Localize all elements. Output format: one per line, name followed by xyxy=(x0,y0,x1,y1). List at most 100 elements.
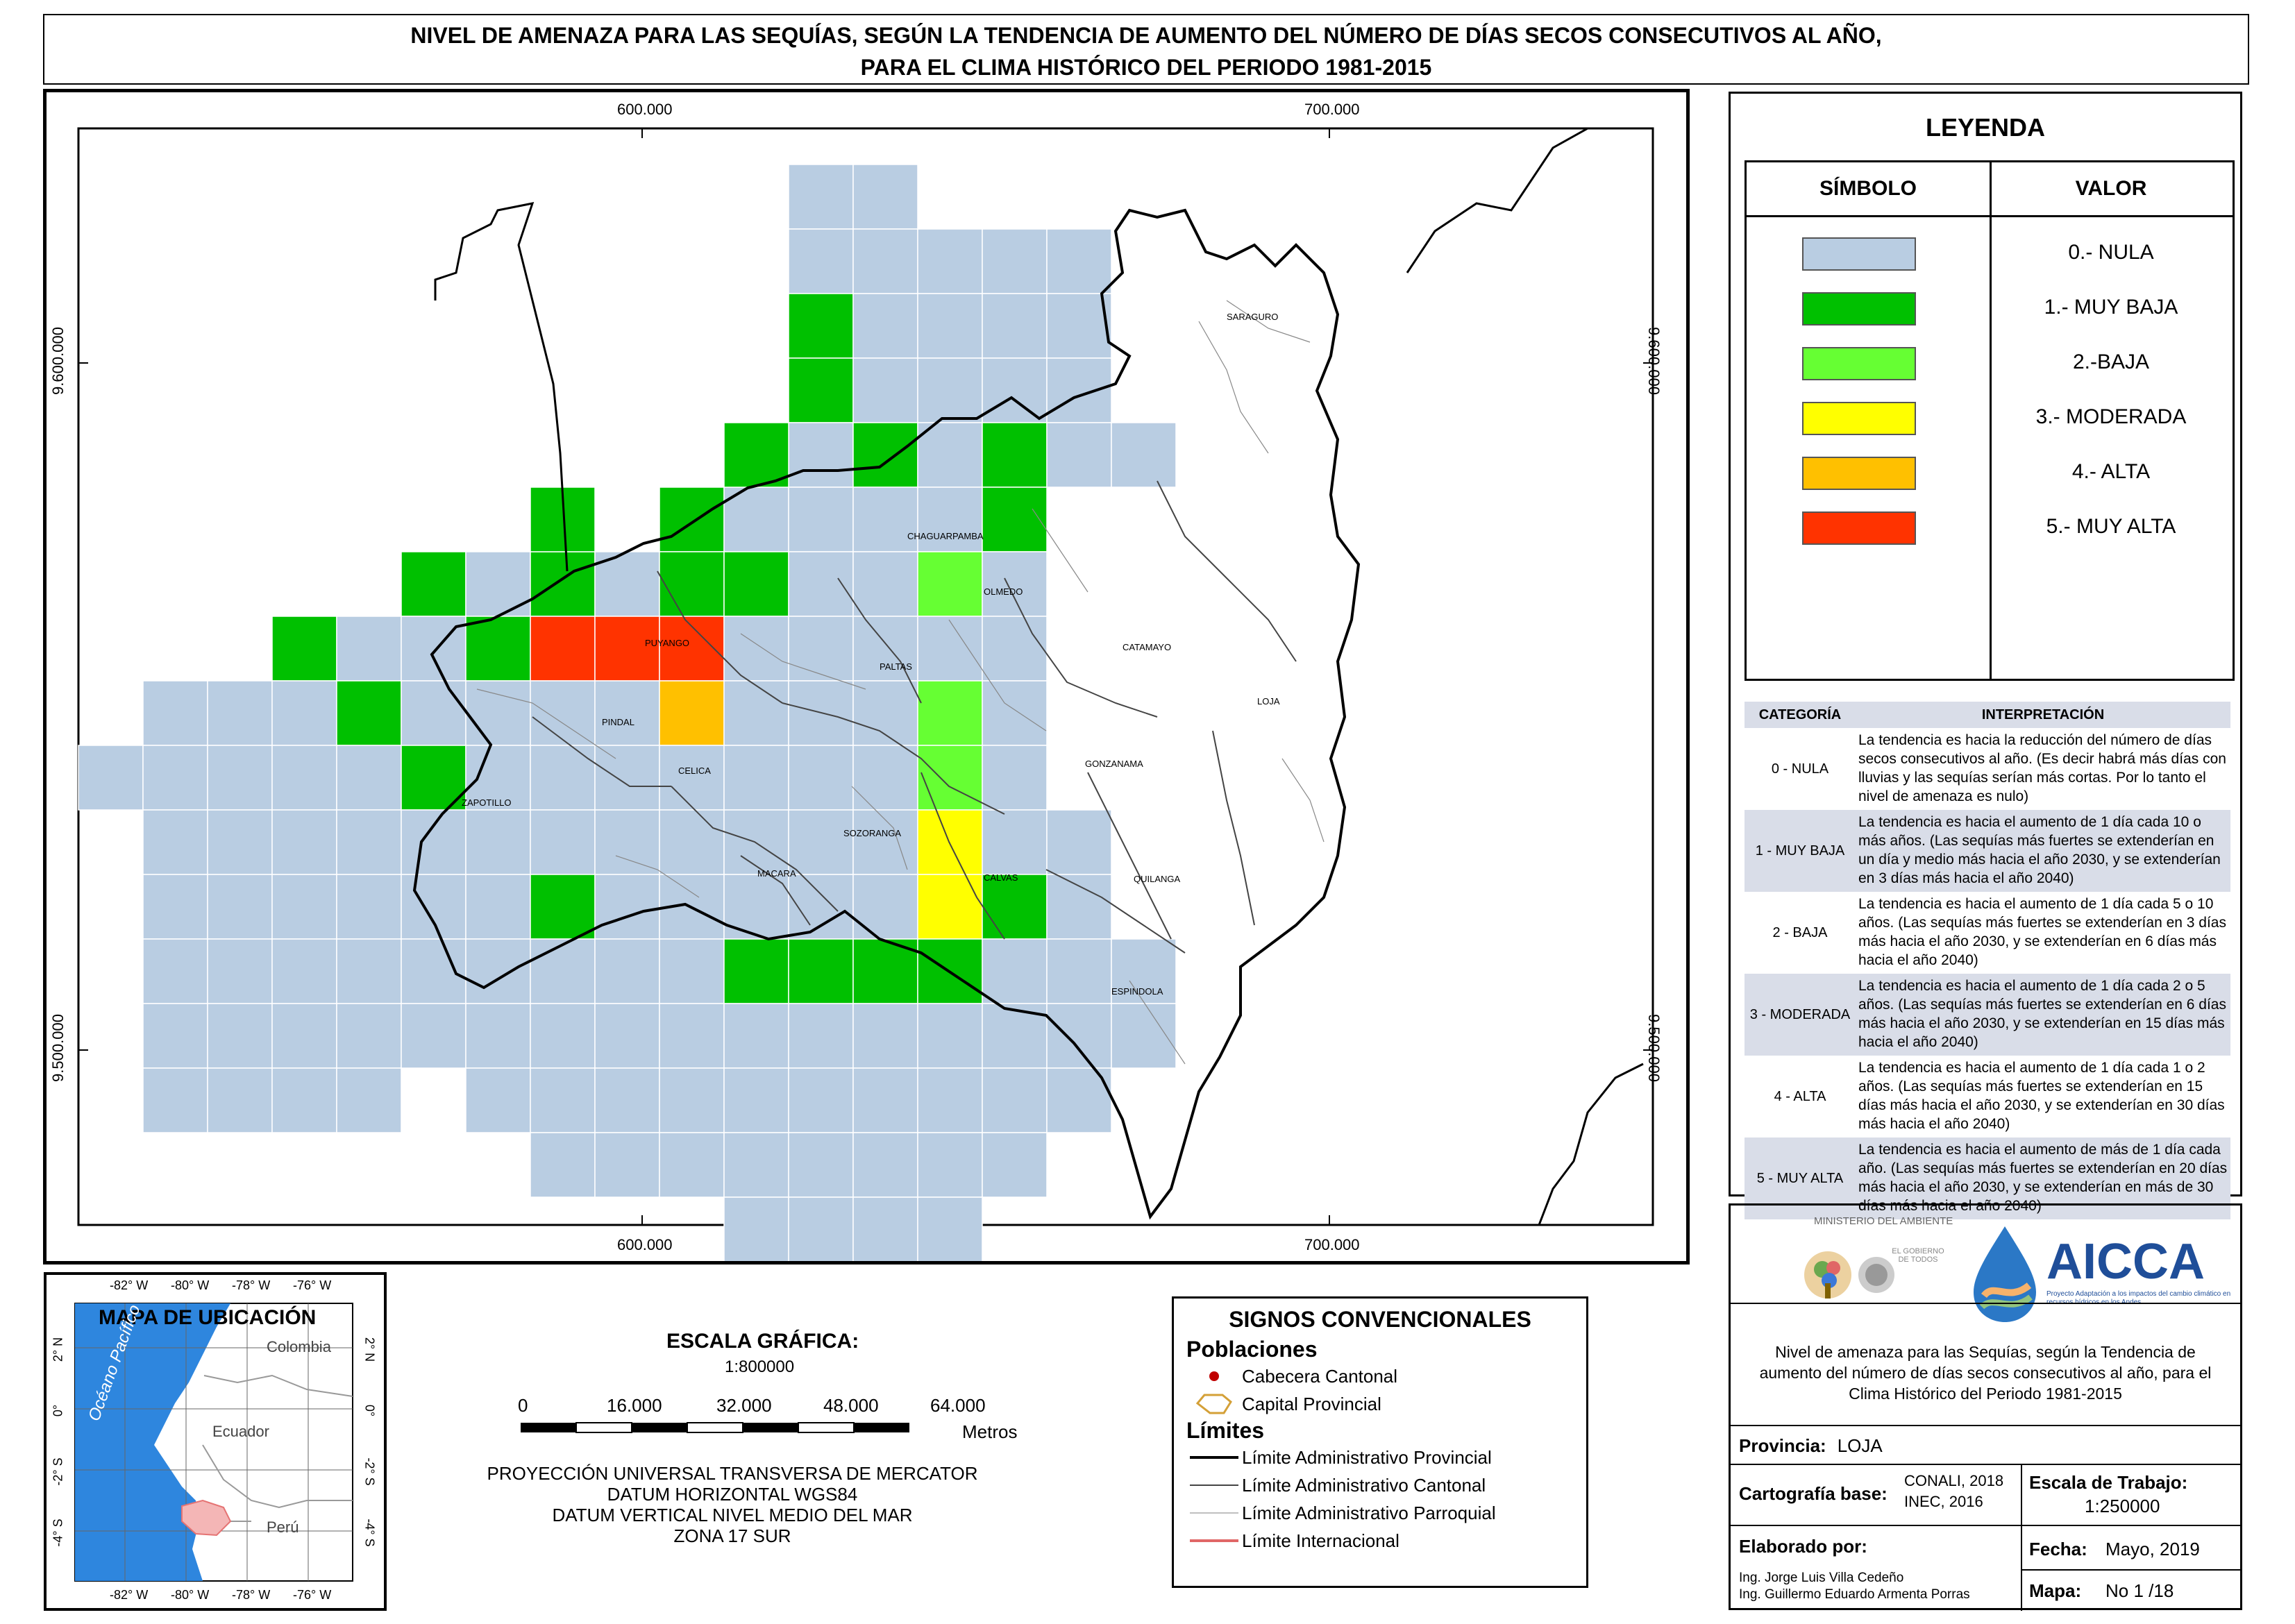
grid-cell-nula xyxy=(982,293,1048,359)
international-boundary-north xyxy=(434,202,569,572)
threat-grid xyxy=(78,164,1177,1261)
cartografia-row: Cartografía base: CONALI, 2018 INEC, 201… xyxy=(1731,1464,2240,1611)
scale-tick-label: 48.000 xyxy=(823,1395,879,1416)
loc-lat-label-left: 0° xyxy=(51,1404,65,1417)
grid-cell-nula xyxy=(142,874,208,940)
loc-lon-label-bottom: -76° W xyxy=(293,1588,332,1602)
grid-cell-nula xyxy=(1046,1003,1112,1069)
grid-cell-muy-baja xyxy=(723,422,789,488)
grid-cell-nula xyxy=(1046,422,1112,488)
grid-cell-nula xyxy=(788,1067,854,1133)
coord-right-9600000: 9.600.000 xyxy=(1645,327,1663,395)
grid-cell-muy-baja xyxy=(982,874,1048,940)
grid-cell-nula xyxy=(982,616,1048,682)
mapa-label: Mapa: xyxy=(2029,1580,2082,1601)
country-peru: Perú xyxy=(267,1519,299,1536)
scale-bar xyxy=(521,1422,909,1433)
grid-cell-muy-alta xyxy=(594,616,660,682)
location-map-svg xyxy=(44,1272,387,1611)
grid-cell-nula xyxy=(1046,1067,1112,1133)
grid-cell-muy-baja xyxy=(788,938,854,1004)
grid-cell-nula xyxy=(659,938,725,1004)
cabecera-label: Cabecera Cantonal xyxy=(1242,1365,1398,1387)
grid-cell-nula xyxy=(788,1003,854,1069)
interp-text: La tendencia es hacia el aumento de más … xyxy=(1858,1142,2228,1214)
grid-cell-nula xyxy=(142,809,208,875)
grid-cell-nula xyxy=(982,809,1048,875)
legend-swatch xyxy=(1802,457,1916,490)
legend-value: 1.- MUY BAJA xyxy=(2044,295,2178,319)
legend-value: 2.-BAJA xyxy=(2072,350,2150,373)
interp-txt-header: INTERPRETACIÓN xyxy=(1981,707,2105,722)
signos-title: SIGNOS CONVENCIONALES xyxy=(1229,1307,1531,1332)
town-label-puyango: PUYANGO xyxy=(645,638,690,648)
grid-cell-muy-baja xyxy=(852,422,918,488)
scale-unit: Metros xyxy=(962,1421,1018,1442)
grid-cell-nula xyxy=(530,809,596,875)
grid-cell-nula xyxy=(788,487,854,552)
grid-cell-nula xyxy=(852,293,918,359)
grid-cell-nula xyxy=(659,809,725,875)
grid-cell-nula xyxy=(852,1196,918,1261)
town-label-gonzanama: GONZANAMA xyxy=(1085,759,1143,769)
legend-title: LEYENDA xyxy=(1925,113,2046,142)
country-ecuador: Ecuador xyxy=(212,1423,269,1440)
scale-tick-label: 16.000 xyxy=(607,1395,662,1416)
grid-cell-nula xyxy=(271,1003,337,1069)
scale-tick-label: 0 xyxy=(518,1395,528,1416)
grid-cell-muy-baja xyxy=(982,487,1048,552)
grid-cell-nula xyxy=(336,874,402,940)
town-label-zapotillo: ZAPOTILLO xyxy=(462,797,512,808)
grid-cell-nula xyxy=(594,809,660,875)
coord-bottom-700000: 700.000 xyxy=(1304,1236,1360,1253)
interp-row: 4 - ALTA La tendencia es hacia el aumento… xyxy=(1745,1056,2230,1137)
projection-info: PROYECCIÓN UNIVERSAL TRANSVERSA DE MERCA… xyxy=(486,1463,979,1546)
interp-row: 3 - MODERADA La tendencia es hacia el aum… xyxy=(1745,974,2230,1056)
town-label-catamayo: CATAMAYO xyxy=(1123,642,1172,652)
grid-cell-nula xyxy=(982,228,1048,294)
grid-cell-nula xyxy=(207,1067,273,1133)
loc-lon-label-top: -78° W xyxy=(232,1278,271,1292)
legend-row: 0.- NULA xyxy=(1747,225,2233,280)
location-map: MAPA DE UBICACIÓN Colombia Ecuador Perú … xyxy=(43,1271,387,1612)
grid-cell-moderada xyxy=(917,809,983,875)
grid-cell-nula xyxy=(142,938,208,1004)
grid-cell-nula xyxy=(336,809,402,875)
lim-prov-label: Límite Administrativo Provincial xyxy=(1242,1446,1492,1468)
grid-cell-nula xyxy=(594,1003,660,1069)
grid-cell-nula xyxy=(917,1003,983,1069)
grid-cell-nula xyxy=(207,874,273,940)
country-colombia: Colombia xyxy=(267,1338,331,1355)
grid-cell-nula xyxy=(594,938,660,1004)
grid-cell-nula xyxy=(917,293,983,359)
sign-lim-parr: Límite Administrativo Parroquial xyxy=(1174,1499,1586,1527)
grid-cell-nula xyxy=(530,680,596,746)
legend-swatch xyxy=(1802,347,1916,380)
grid-cell-nula xyxy=(982,1067,1048,1133)
grid-cell-nula xyxy=(594,680,660,746)
grid-cell-nula xyxy=(723,1196,789,1261)
cartografia-value-2: INEC, 2016 xyxy=(1904,1493,1983,1510)
interp-cat-header: CATEGORÍA xyxy=(1758,707,1842,722)
fecha-value: Mayo, 2019 xyxy=(2105,1539,2200,1559)
grid-cell-nula xyxy=(982,938,1048,1004)
grid-cell-nula xyxy=(982,745,1048,811)
grid-cell-nula xyxy=(917,487,983,552)
parroquial-line-icon xyxy=(1186,1509,1242,1516)
provincial-line-icon xyxy=(1186,1454,1242,1461)
grid-cell-muy-baja xyxy=(530,874,596,940)
coord-right-9500000: 9.500.000 xyxy=(1645,1014,1663,1082)
grid-cell-nula xyxy=(852,357,918,423)
grid-cell-baja xyxy=(917,745,983,811)
grid-cell-nula xyxy=(594,745,660,811)
loc-lon-label-top: -76° W xyxy=(293,1278,332,1292)
grid-cell-nula xyxy=(1046,357,1112,423)
town-label-pindal: PINDAL xyxy=(602,717,634,727)
grid-cell-nula xyxy=(465,874,531,940)
international-boundary-east xyxy=(1406,127,1588,273)
legend-symbol-header: SÍMBOLO xyxy=(1747,162,1992,217)
grid-cell-nula xyxy=(465,1003,531,1069)
legend-row: 2.-BAJA xyxy=(1747,335,2233,389)
location-map-title: MAPA DE UBICACIÓN xyxy=(99,1306,317,1329)
provincia-label: Provincia: xyxy=(1739,1435,1826,1456)
